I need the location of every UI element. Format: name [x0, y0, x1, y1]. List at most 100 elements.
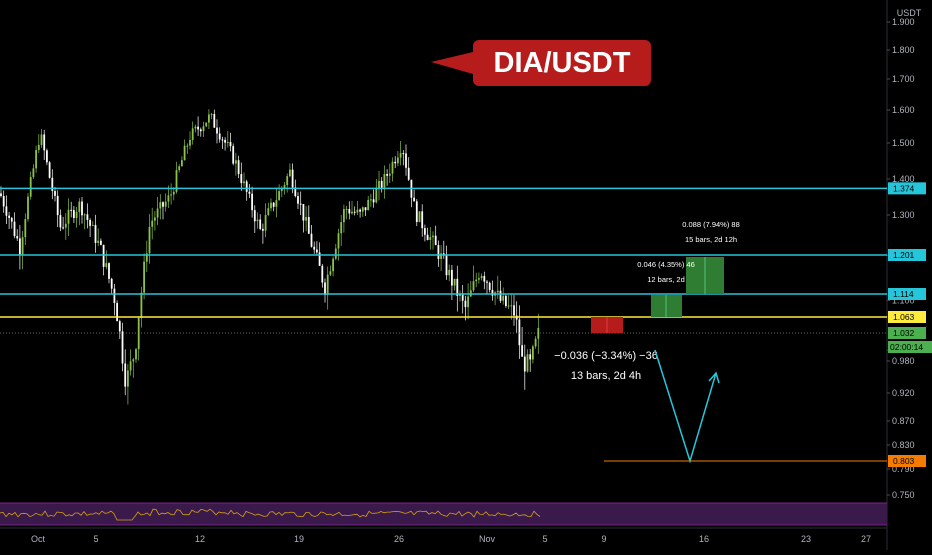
price-tick-label: 1.700	[892, 74, 915, 84]
candle-body	[27, 196, 29, 220]
candle-body	[399, 153, 402, 158]
candle-body	[213, 114, 216, 128]
measure-label-large-1: 0.088 (7.94%) 88	[682, 220, 740, 229]
candle-body	[375, 188, 378, 203]
candle-body	[329, 271, 332, 275]
candle-body	[345, 209, 348, 211]
date-tick-label: 16	[699, 534, 709, 544]
candle-body	[313, 246, 316, 250]
price-tick-label: 1.300	[892, 210, 915, 220]
candle-body	[170, 194, 172, 196]
candle-body	[140, 292, 143, 318]
candle-body	[480, 276, 483, 279]
candle-body	[240, 174, 243, 184]
candle-body	[151, 220, 154, 227]
candle-body	[189, 139, 191, 146]
candle-body	[256, 219, 259, 222]
candle-body	[148, 226, 151, 254]
candle-body	[440, 253, 442, 259]
candle-body	[505, 295, 507, 306]
candle-body	[78, 201, 81, 212]
candle-body	[418, 211, 421, 222]
candle-body	[181, 160, 183, 167]
candle-body	[324, 282, 326, 295]
indicator-pane[interactable]	[0, 503, 887, 525]
price-tick-label: 0.750	[892, 490, 915, 500]
candle-body	[275, 200, 278, 207]
candle-body	[64, 223, 67, 228]
candle-body	[486, 281, 488, 283]
candle-body	[162, 202, 164, 207]
candle-body	[332, 258, 334, 272]
candle-body	[199, 129, 202, 132]
candle-body	[307, 217, 310, 234]
candle-body	[205, 122, 208, 127]
candle-body	[316, 249, 318, 253]
candle-body	[291, 169, 294, 188]
last-price-tag-label: 1.032	[893, 328, 915, 338]
candle-body	[32, 168, 35, 178]
candle-body	[164, 201, 167, 207]
candle-body	[391, 161, 394, 174]
candle-body	[210, 114, 213, 116]
candle-body	[191, 128, 194, 140]
candle-body	[253, 210, 256, 222]
date-tick-label: Nov	[479, 534, 496, 544]
candle-body	[461, 293, 464, 301]
candle-body	[127, 370, 129, 387]
candle-body	[496, 290, 499, 293]
candle-body	[216, 127, 218, 134]
candle-body	[467, 296, 469, 308]
candle-body	[121, 331, 124, 364]
candle-body	[245, 181, 248, 192]
candle-body	[229, 142, 232, 147]
time-axis[interactable]: Oct 5 12 19 26 Nov 5 9 16 23 27	[31, 534, 871, 544]
candle-body	[226, 142, 229, 144]
candle-body	[218, 133, 221, 140]
candle-body	[302, 204, 305, 221]
candle-body	[183, 145, 186, 161]
candle-body	[262, 228, 264, 231]
candle-body	[135, 349, 137, 360]
candle-body	[2, 196, 5, 207]
title-callout[interactable]: DIA/USDT	[431, 40, 651, 86]
candle-body	[278, 191, 280, 201]
candle-body	[372, 199, 375, 203]
candle-body	[13, 221, 16, 237]
candle-body	[297, 196, 299, 204]
candle-body	[521, 345, 523, 357]
candle-body	[340, 222, 343, 234]
candle-body	[137, 317, 140, 350]
candle-body	[534, 338, 537, 347]
price-tick-label: 0.980	[892, 356, 915, 366]
candle-body	[405, 153, 407, 168]
candle-body	[37, 144, 40, 151]
candle-body	[424, 228, 426, 235]
candle-body	[456, 278, 459, 297]
candle-body	[56, 195, 59, 216]
price-levels[interactable]: 1.374 1.201 1.114 1.063 1.032 02:00:14 0.803	[0, 182, 932, 467]
candle-body	[202, 126, 205, 132]
candle-body	[321, 265, 324, 283]
date-tick-label: 27	[861, 534, 871, 544]
candle-body	[364, 207, 367, 211]
resistance-1201-tag-label: 1.201	[893, 250, 915, 260]
candle-body	[208, 114, 210, 123]
indicator-line	[0, 508, 541, 521]
candle-body	[299, 203, 302, 205]
price-tick-label: 0.790	[892, 464, 915, 474]
date-tick-label: 23	[801, 534, 811, 544]
candle-body	[67, 209, 70, 224]
measure-label-small-1: 0.046 (4.35%) 46	[637, 260, 695, 269]
currency-label: USDT	[897, 8, 922, 18]
candle-body	[523, 356, 526, 372]
candle-body	[0, 193, 2, 197]
candle-body	[24, 219, 27, 238]
candle-body	[243, 181, 245, 184]
price-tick-label: 0.920	[892, 388, 915, 398]
candle-body	[294, 187, 297, 197]
date-tick-label: 12	[195, 534, 205, 544]
